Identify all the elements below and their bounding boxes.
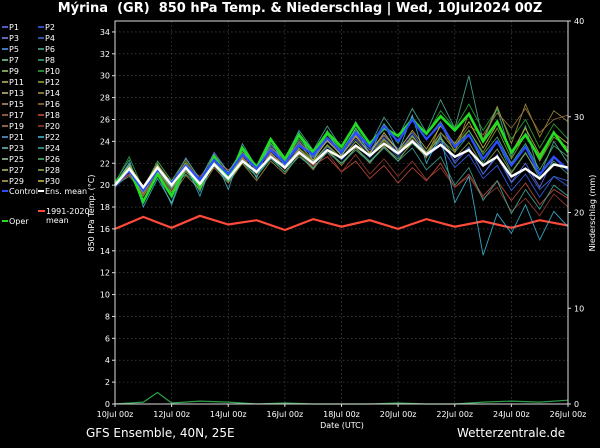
y-tick-label: 16	[100, 225, 110, 234]
legend-item-label: P4	[45, 34, 55, 43]
x-tick-label: 12Jul 00z	[153, 410, 190, 419]
legend-item-label: P8	[45, 56, 55, 65]
main-series	[114, 111, 570, 205]
x-tick-label: 14Jul 00z	[210, 410, 247, 419]
ensemble-members	[114, 75, 569, 256]
x-axis-ticks: 10Jul 00z 12Jul 00z 14Jul 00z 16Jul 00z 18Ju…	[97, 404, 587, 419]
y2-tick-label: 40	[574, 17, 584, 26]
x-tick-label: 18Jul 00z	[323, 410, 360, 419]
legend-item-label: P16	[45, 100, 60, 109]
y2-axis-label: Niederschlag (mm)	[588, 175, 597, 252]
chart-title: Mýrina (GR) 850 hPa Temp. & Niederschlag…	[57, 1, 543, 16]
legend-item-label: P27	[9, 166, 24, 175]
x-tick-label: 26Jul 00z	[550, 410, 587, 419]
legend-item-label: P23	[9, 144, 24, 153]
y-tick-label: 28	[100, 94, 110, 103]
grid-lines	[114, 21, 569, 405]
legend-item-label: P6	[45, 45, 55, 54]
y-tick-label: 30	[100, 72, 110, 81]
y2-tick-label: 10	[574, 304, 584, 313]
y-tick-label: 0	[105, 400, 110, 409]
y-axis-label: 850 hPa Temp. (°C)	[87, 174, 96, 251]
y2-tick-label: 30	[574, 113, 584, 122]
legend-item-label: P14	[45, 89, 60, 98]
legend-item-label: P10	[45, 67, 60, 76]
legend-item-label: 1991-2020 mean	[46, 207, 90, 225]
legend-item-label: Oper	[9, 217, 29, 226]
legend-item-label: P11	[9, 78, 24, 87]
legend-item-label: P5	[9, 45, 19, 54]
legend-item-label: P26	[45, 155, 60, 164]
legend-item-label: Control	[9, 187, 38, 196]
source-label: Wetterzentrale.de	[457, 426, 566, 440]
legend-item-label: P7	[9, 56, 19, 65]
x-tick-label: 10Jul 00z	[97, 410, 134, 419]
y-tick-label: 34	[100, 28, 110, 37]
y-tick-label: 14	[100, 247, 110, 256]
legend-item-label: P30	[45, 177, 60, 186]
y-tick-label: 26	[100, 115, 110, 124]
climate-mean-line	[114, 214, 569, 232]
legend-item-label: P21	[9, 133, 24, 142]
legend-item-label: P2	[45, 23, 55, 32]
member-series-p24	[114, 147, 569, 215]
y2-axis-ticks: 0 10 20 30 40	[568, 17, 584, 409]
legend-item-label: P3	[9, 34, 19, 43]
control-series	[114, 117, 569, 193]
x-tick-label: 24Jul 00z	[493, 410, 530, 419]
model-label: GFS Ensemble, 40N, 25E	[86, 426, 235, 440]
legend-item-label: P19	[9, 122, 24, 131]
legend-item-label: P25	[9, 155, 24, 164]
y2-tick-label: 0	[574, 400, 579, 409]
legend: P1 P2 P3 P4 P5 P6 P7 P8 P9 P10 P11 P12 P13 P14 P15 P16 P…	[2, 23, 90, 226]
y-tick-label: 24	[100, 137, 110, 146]
y-tick-label: 20	[100, 181, 110, 190]
y2-tick-label: 20	[574, 209, 584, 218]
x-axis-label: Date (UTC)	[320, 421, 364, 430]
y-tick-label: 6	[105, 334, 110, 343]
legend-item-label: P15	[9, 100, 24, 109]
y-tick-label: 32	[100, 50, 110, 59]
y-tick-label: 22	[100, 159, 110, 168]
legend-item-label: Ens. mean	[45, 187, 87, 196]
legend-item-label: P28	[45, 166, 60, 175]
climate-mean-series	[114, 214, 569, 232]
member-series-p14	[114, 102, 569, 197]
y-tick-label: 12	[100, 269, 110, 278]
legend-item-label: P12	[45, 78, 60, 87]
legend-item-label: P29	[9, 177, 24, 186]
legend-item-label: P22	[45, 133, 60, 142]
legend-item-label: P9	[9, 67, 19, 76]
ens-mean-series	[114, 139, 569, 190]
legend-item-label: P13	[9, 89, 24, 98]
x-tick-label: 20Jul 00z	[380, 410, 417, 419]
legend-item-label: P1	[9, 23, 19, 32]
x-tick-label: 16Jul 00z	[266, 410, 303, 419]
y-tick-label: 4	[105, 356, 110, 365]
y-tick-label: 2	[105, 378, 110, 387]
legend-item-label: P20	[45, 122, 60, 131]
y-tick-label: 8	[105, 312, 110, 321]
legend-item-label: P18	[45, 111, 60, 120]
x-tick-label: 22Jul 00z	[436, 410, 473, 419]
y-tick-label: 18	[100, 203, 110, 212]
legend-item-label: P24	[45, 144, 60, 153]
y-tick-label: 10	[100, 291, 110, 300]
legend-item-label: P17	[9, 111, 24, 120]
